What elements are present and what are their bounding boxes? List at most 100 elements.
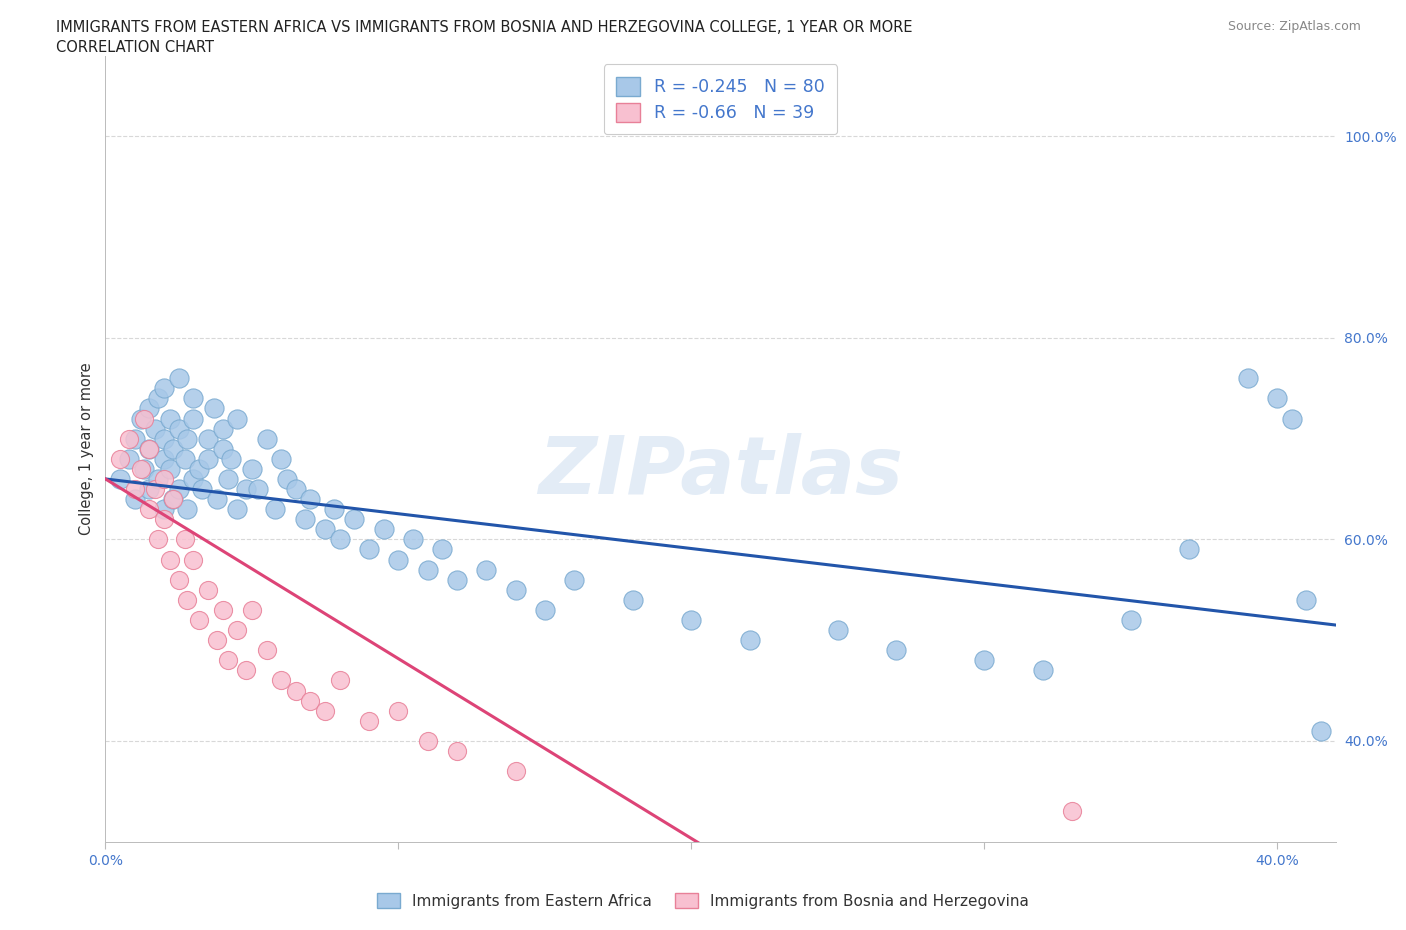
Point (218, 472, 240, 486)
Point (329, 532, 352, 547)
Point (1237, 371, 1260, 386)
Point (153, 472, 176, 486)
Point (284, 684, 307, 698)
Point (183, 552, 205, 567)
Point (138, 442, 160, 457)
Point (138, 442, 160, 457)
Point (1178, 542, 1201, 557)
Point (343, 512, 366, 526)
Point (886, 643, 908, 658)
Point (270, 673, 292, 688)
Point (197, 451, 219, 466)
Point (153, 512, 176, 526)
Point (167, 421, 190, 436)
Point (162, 492, 184, 507)
Point (153, 451, 176, 466)
Point (118, 432, 141, 446)
Point (138, 482, 160, 497)
Point (973, 653, 995, 668)
Point (162, 442, 184, 457)
Point (226, 502, 249, 517)
Point (256, 432, 278, 446)
Point (235, 663, 257, 678)
Point (183, 391, 205, 405)
Point (159, 411, 181, 426)
Point (738, 632, 761, 647)
Point (246, 482, 269, 497)
Point (167, 371, 190, 386)
Point (226, 623, 249, 638)
Text: ZIPatlas: ZIPatlas (538, 433, 903, 512)
Point (1032, 663, 1054, 678)
Point (188, 461, 211, 476)
Point (235, 482, 257, 497)
Point (226, 411, 249, 426)
Point (299, 492, 322, 507)
Point (211, 421, 233, 436)
Point (505, 764, 527, 778)
Point (505, 582, 527, 597)
Point (143, 421, 166, 436)
Point (1062, 804, 1084, 819)
Text: CORRELATION CHART: CORRELATION CHART (56, 40, 214, 55)
Point (1295, 592, 1317, 607)
Point (205, 632, 228, 647)
Point (270, 451, 292, 466)
Point (159, 552, 181, 567)
Point (124, 492, 146, 507)
Point (108, 451, 131, 466)
Point (124, 482, 146, 497)
Point (183, 411, 205, 426)
Point (162, 492, 184, 507)
Point (256, 643, 278, 658)
Point (148, 472, 170, 486)
Point (218, 653, 240, 668)
Point (118, 451, 141, 466)
Point (359, 542, 381, 557)
Point (314, 703, 336, 718)
Point (143, 482, 166, 497)
Point (159, 461, 181, 476)
Point (108, 472, 131, 486)
Point (299, 693, 322, 708)
Point (294, 512, 316, 526)
Point (284, 482, 307, 497)
Point (176, 592, 198, 607)
Point (148, 391, 170, 405)
Point (973, 895, 995, 910)
Point (129, 461, 152, 476)
Point (183, 472, 205, 486)
Point (167, 482, 190, 497)
Point (188, 613, 211, 628)
Point (621, 592, 644, 607)
Legend: R = -0.245   N = 80, R = -0.66   N = 39: R = -0.245 N = 80, R = -0.66 N = 39 (605, 64, 837, 134)
Point (211, 603, 233, 618)
Legend: Immigrants from Eastern Africa, Immigrants from Bosnia and Herzegovina: Immigrants from Eastern Africa, Immigran… (371, 886, 1035, 915)
Point (402, 532, 425, 547)
Point (1178, 915, 1201, 930)
Point (264, 502, 287, 517)
Point (359, 713, 381, 728)
Point (202, 401, 225, 416)
Point (197, 582, 219, 597)
Point (211, 442, 233, 457)
Point (153, 502, 176, 517)
Point (176, 502, 198, 517)
Point (533, 603, 555, 618)
Point (1119, 613, 1142, 628)
Point (387, 552, 409, 567)
Text: Source: ZipAtlas.com: Source: ZipAtlas.com (1227, 20, 1361, 33)
Point (1310, 724, 1333, 738)
Y-axis label: College, 1 year or more: College, 1 year or more (79, 363, 94, 535)
Point (221, 451, 243, 466)
Point (148, 532, 170, 547)
Point (191, 482, 214, 497)
Point (197, 432, 219, 446)
Point (416, 734, 439, 749)
Point (240, 603, 263, 618)
Point (276, 472, 298, 486)
Point (387, 703, 409, 718)
Point (475, 563, 498, 578)
Point (240, 461, 263, 476)
Text: IMMIGRANTS FROM EASTERN AFRICA VS IMMIGRANTS FROM BOSNIA AND HERZEGOVINA COLLEGE: IMMIGRANTS FROM EASTERN AFRICA VS IMMIGR… (56, 20, 912, 35)
